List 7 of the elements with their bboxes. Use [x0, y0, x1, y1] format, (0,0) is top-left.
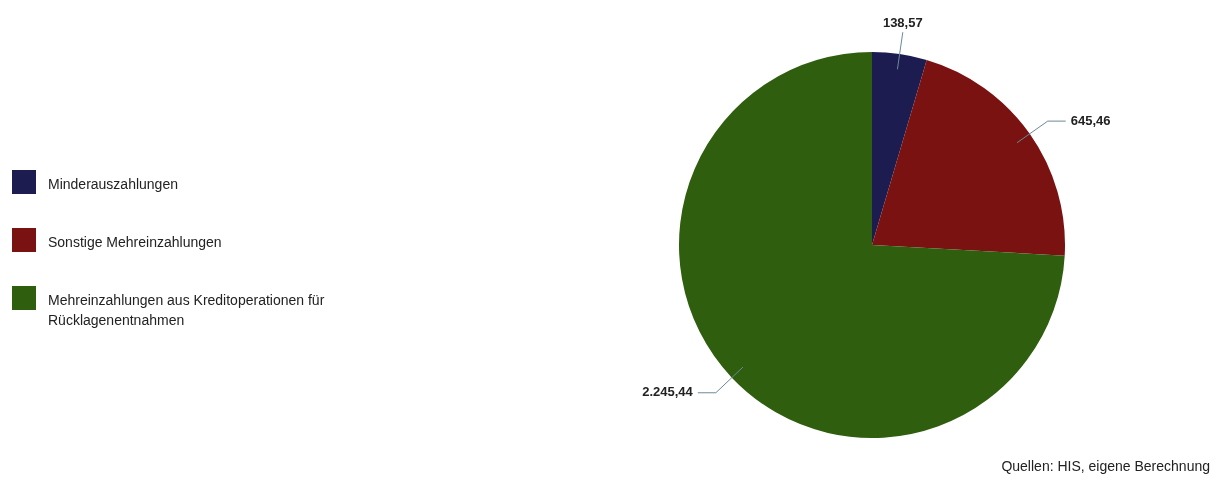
legend-label: Minderauszahlungen	[48, 175, 178, 194]
legend-label: Sonstige Mehreinzahlungen	[48, 233, 222, 252]
data-label: 138,57	[882, 15, 923, 31]
source-note: Quellen: HIS, eigene Berechnung	[1001, 458, 1210, 474]
legend-label: Mehreinzahlungen aus Kreditoperationen für Rücklagenentnahmen	[48, 291, 326, 330]
data-label: 645,46	[1070, 112, 1111, 128]
data-label: 2.245,44	[642, 384, 694, 400]
